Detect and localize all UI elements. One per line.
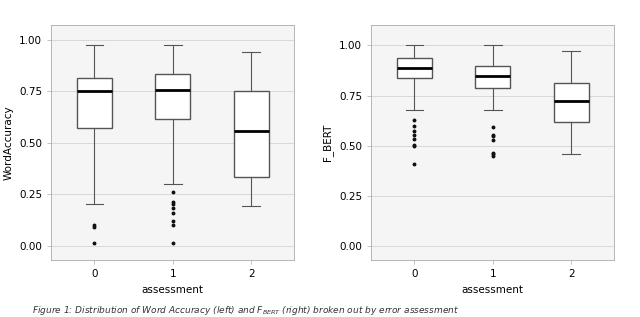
Y-axis label: F_BERT: F_BERT [323, 124, 333, 161]
Bar [554, 82, 589, 122]
X-axis label: assessment: assessment [462, 285, 524, 294]
Bar [397, 58, 432, 79]
X-axis label: assessment: assessment [142, 285, 204, 294]
Bar [155, 74, 191, 119]
Bar [77, 78, 112, 128]
Text: Figure 1: Distribution of Word Accuracy (left) and $F_{BERT}$ (right) broken out: Figure 1: Distribution of Word Accuracy … [32, 304, 459, 317]
Bar [234, 91, 269, 177]
Y-axis label: WordAccuracy: WordAccuracy [3, 105, 13, 180]
Bar [475, 67, 511, 87]
